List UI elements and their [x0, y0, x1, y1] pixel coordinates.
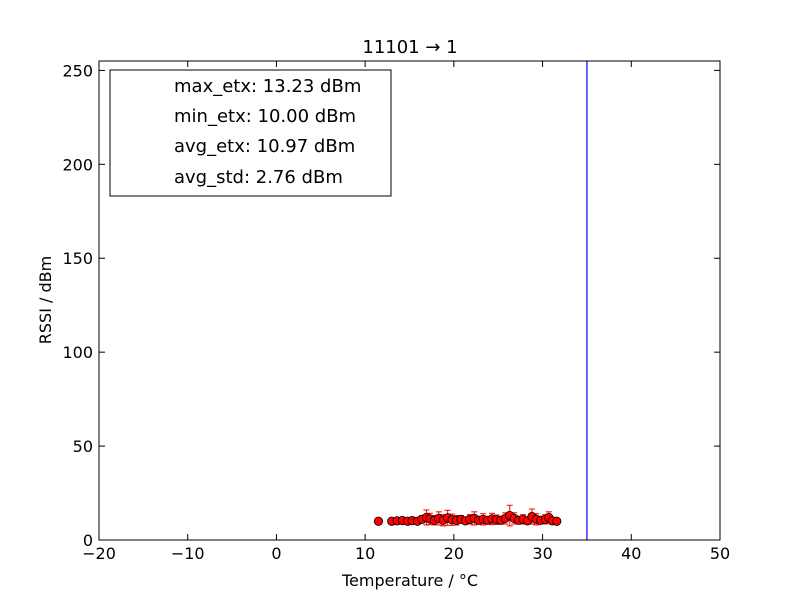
y-tick-label: 150: [62, 249, 93, 268]
x-tick-label: 20: [444, 544, 464, 563]
data-point: [552, 516, 562, 526]
chart-title: 11101 → 1: [362, 37, 457, 58]
axes-frame: [98, 60, 721, 541]
legend-entry-avg-etx: avg_etx: 10.97 dBm: [174, 136, 355, 157]
legend: max_etx: 13.23 dBm min_etx: 10.00 dBm av…: [109, 69, 392, 197]
y-tick-label: 200: [62, 155, 93, 174]
y-tick-label: 100: [62, 343, 93, 362]
legend-entry-max-etx: max_etx: 13.23 dBm: [174, 76, 361, 97]
x-tick-label: −10: [171, 544, 205, 563]
x-tick-label: 10: [355, 544, 375, 563]
data-point: [373, 516, 384, 526]
x-axis-label: Temperature / °C: [341, 571, 478, 590]
y-tick-label: 0: [83, 531, 93, 550]
x-tick-label: 40: [621, 544, 641, 563]
y-tick-label: 50: [73, 437, 93, 456]
x-axis-ticks: −20 −10 0 10 20 30 40 50: [82, 61, 730, 563]
legend-entry-min-etx: min_etx: 10.00 dBm: [174, 106, 356, 127]
y-axis-ticks: 0 50 100 150 200 250: [62, 61, 720, 550]
legend-entry-avg-std: avg_std: 2.76 dBm: [174, 167, 343, 188]
legend-box: [109, 69, 392, 197]
y-tick-label: 250: [62, 61, 93, 80]
plot-area: [373, 61, 588, 540]
x-tick-label: 30: [532, 544, 552, 563]
y-axis-label: RSSI / dBm: [36, 256, 55, 344]
x-tick-label: −20: [82, 544, 116, 563]
x-tick-label: 0: [271, 544, 281, 563]
x-tick-label: 50: [710, 544, 730, 563]
